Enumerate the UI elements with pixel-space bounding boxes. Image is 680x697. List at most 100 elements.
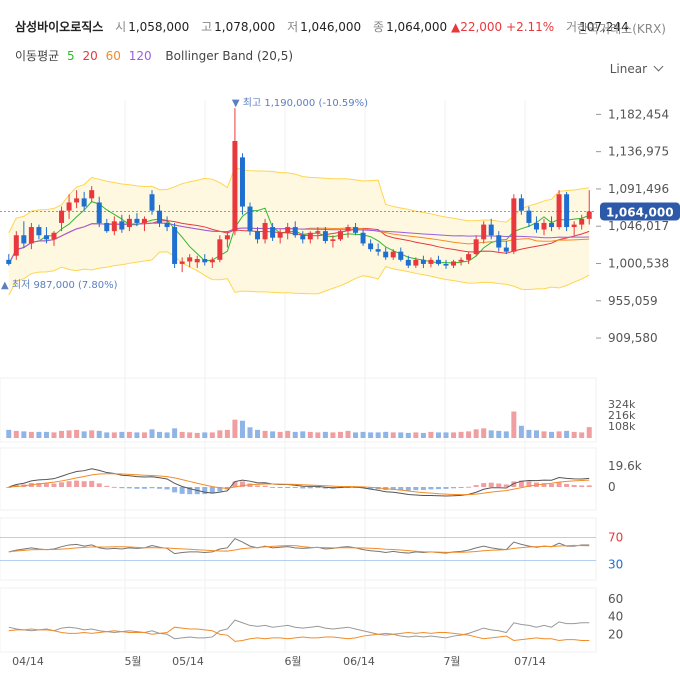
macd-histogram-bar	[247, 483, 253, 487]
open-label: 시	[115, 20, 127, 34]
macd-histogram-bar	[451, 487, 457, 489]
macd-histogram-bar	[292, 487, 298, 488]
volume-pane-label: 거래량 107,244	[15, 386, 107, 403]
macd-histogram-bar	[141, 487, 147, 489]
candle-body	[270, 227, 276, 238]
volume-bar	[141, 432, 147, 438]
volume-bar	[405, 432, 411, 438]
x-axis-label: 06/14	[343, 655, 375, 668]
candle-body	[549, 222, 555, 228]
macd-histogram-bar	[496, 483, 502, 487]
price-tick-label: 955,059	[608, 294, 658, 308]
macd-histogram-bar	[571, 485, 577, 487]
candle-body	[571, 224, 577, 228]
volume-label: 거	[566, 20, 578, 34]
rsi-signal-line	[8, 544, 590, 553]
volume-bar	[51, 432, 57, 438]
candle-body	[383, 251, 389, 258]
close-label: 종	[373, 20, 385, 34]
candle-body	[541, 222, 547, 230]
candle-body	[503, 247, 509, 252]
x-axis-label: 7월	[443, 655, 460, 668]
macd-histogram-bar	[503, 484, 509, 487]
price-tick-label: 1,091,496	[608, 182, 669, 196]
price-tick-label: 1,046,017	[608, 219, 669, 233]
candle-body	[300, 235, 306, 240]
volume-bar	[466, 431, 472, 438]
volume-bar	[43, 431, 49, 438]
macd-histogram-bar	[541, 483, 547, 487]
macd-histogram-bar	[149, 487, 155, 489]
candle-body	[458, 259, 464, 262]
macd-histogram-bar	[398, 487, 404, 491]
candle-body	[579, 218, 585, 225]
volume-bar	[443, 432, 449, 438]
volume-bar	[488, 430, 494, 438]
candle-body	[96, 202, 102, 223]
volume-bar	[435, 432, 441, 438]
candle-body	[481, 224, 487, 240]
scale-selector[interactable]: Linear	[609, 61, 664, 76]
volume-bar	[96, 430, 102, 438]
volume-bar	[179, 431, 185, 438]
macd-histogram-bar	[217, 487, 223, 492]
candle-body	[194, 259, 200, 263]
rsi-value: 57.21	[105, 525, 144, 539]
macd-histogram-bar	[36, 482, 42, 487]
macd-pane-title: MACD (12,26,9)	[15, 456, 110, 470]
candle-body	[247, 206, 253, 232]
volume-bar	[315, 432, 321, 438]
candle-body	[51, 232, 57, 240]
mdi-value: 12.76	[171, 596, 210, 610]
low-value: 1,046,000	[300, 20, 362, 34]
candle-body	[239, 157, 245, 207]
volume-bar	[533, 430, 539, 438]
rsi-tick-30: 30	[608, 558, 623, 572]
macd-histogram-bar	[51, 483, 57, 487]
candle-body	[443, 263, 449, 266]
volume-bar	[217, 430, 223, 438]
volume-bar	[262, 430, 268, 438]
macd-histogram-bar	[330, 487, 336, 489]
current-price-tag	[600, 202, 680, 221]
volume-bar	[285, 430, 291, 438]
quote-header: 삼성바이오로직스 시 1,058,000 고 1,078,000 저 1,046,00…	[15, 18, 629, 35]
rsi-signal-label: RSI-Signal	[150, 525, 212, 539]
macd-histogram-bar	[285, 487, 291, 488]
candle-body	[518, 198, 524, 211]
macd-histogram-bar	[172, 487, 178, 493]
macd-histogram-bar	[488, 482, 494, 487]
ma-label: 이동평균	[15, 49, 60, 63]
volume-bar	[503, 431, 509, 438]
price-tick-label: 1,182,454	[608, 107, 669, 121]
rsi-tick-70: 70	[608, 530, 623, 544]
volume-bar	[413, 432, 419, 438]
candle-body	[390, 251, 396, 258]
macd-tick-label: 19.6k	[608, 459, 642, 473]
candle-body	[172, 227, 178, 264]
macd-signal-line	[8, 473, 590, 496]
rsi-pane-label: RSI (14,9) RSI 57.21 RSI-Signal 54.41	[15, 525, 253, 539]
volume-bar	[28, 431, 34, 438]
scale-selector-label: Linear	[609, 62, 647, 76]
price-tick-label: 1,000,538	[608, 256, 669, 270]
volume-bar	[126, 431, 132, 438]
volume-bar	[202, 432, 208, 438]
volume-value: 107,244	[579, 20, 629, 34]
bollinger-upper	[8, 166, 590, 234]
macd-histogram-bar	[262, 485, 268, 487]
low-marker: ▲ 최저 987,000 (7.80%)	[1, 279, 118, 291]
ma120-label: 120	[128, 49, 152, 63]
volume-bar	[81, 431, 87, 438]
dmi-tick-label: 60	[608, 592, 623, 606]
macd-histogram-bar	[586, 485, 592, 487]
macd-signal-label: Signal	[224, 456, 262, 470]
macd-signal-value: 6,061.302,440.31	[264, 456, 384, 470]
ma5-line	[8, 201, 590, 265]
macd-histogram-bar	[518, 480, 524, 487]
ma5-label: 5	[67, 49, 75, 63]
ma60-line	[8, 222, 590, 265]
macd-tick-label: 0	[608, 480, 616, 494]
macd-histogram-bar	[270, 486, 276, 488]
